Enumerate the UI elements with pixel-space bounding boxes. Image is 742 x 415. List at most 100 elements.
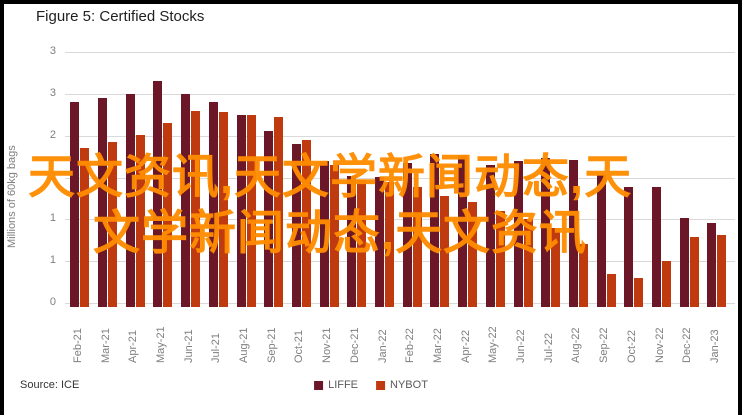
- y-tick-label: 2: [49, 128, 56, 141]
- bar-nybot-mar-22: [440, 195, 450, 307]
- bar-liffe-aug-21: [236, 114, 246, 307]
- bar-nybot-jan-23: [717, 235, 727, 307]
- legend-label-nybot: NYBOT: [390, 379, 428, 391]
- bar-nybot-nov-22: [662, 260, 672, 307]
- bar-liffe-jan-22: [375, 177, 385, 307]
- bar-nybot-dec-22: [689, 236, 699, 307]
- bar-liffe-mar-21: [98, 97, 108, 307]
- gridline: [65, 303, 735, 304]
- x-tick-label: Jun-21: [182, 329, 195, 363]
- bar-liffe-feb-22: [402, 163, 412, 307]
- x-tick-label: Jun-22: [515, 329, 528, 363]
- bar-nybot-dec-21: [357, 179, 367, 307]
- bar-liffe-oct-22: [624, 187, 634, 307]
- x-tick-label: Nov-21: [321, 327, 334, 363]
- x-tick-label: Apr-22: [459, 329, 472, 363]
- y-tick-label: 3: [49, 86, 56, 99]
- bar-liffe-feb-21: [70, 102, 80, 307]
- y-tick-label: 0: [49, 296, 56, 308]
- bar-nybot-feb-21: [80, 148, 90, 307]
- bar-liffe-oct-21: [291, 143, 301, 307]
- x-tick-label: Jan-23: [708, 329, 721, 363]
- x-tick-label: Dec-21: [348, 327, 361, 363]
- legend-label-liffe: LIFFE: [328, 379, 359, 391]
- y-tick-label: 1: [49, 254, 56, 267]
- frame-border-top: [0, 0, 742, 4]
- source-note: Source: ICE: [20, 379, 80, 391]
- legend-item-liffe: LIFFE: [314, 379, 358, 391]
- nybot-swatch-icon: [376, 380, 386, 390]
- bar-liffe-sep-21: [264, 131, 274, 307]
- gridline: [65, 177, 735, 179]
- gridline: [65, 52, 735, 53]
- bar-liffe-apr-21: [125, 93, 135, 307]
- bar-nybot-may-22: [495, 210, 505, 307]
- x-tick-label: May-22: [487, 326, 500, 363]
- bar-liffe-jun-22: [513, 161, 523, 307]
- bar-liffe-dec-21: [347, 175, 357, 307]
- bar-nybot-aug-21: [246, 114, 256, 307]
- bar-liffe-jul-22: [541, 158, 551, 307]
- bar-liffe-apr-22: [458, 154, 468, 307]
- frame-border-left: [0, 0, 4, 415]
- frame-border-right: [738, 0, 742, 415]
- x-tick-label: Dec-22: [681, 327, 694, 363]
- watermark-line-1: 天文资讯,天文学新闻动态,天: [28, 150, 633, 203]
- gridline: [65, 135, 735, 137]
- bar-nybot-may-21: [163, 122, 173, 307]
- x-tick-label: Jul-22: [542, 333, 555, 363]
- bar-nybot-jul-21: [218, 112, 228, 307]
- x-tick-label: Oct-22: [625, 329, 638, 363]
- x-tick-label: Apr-21: [127, 329, 140, 363]
- y-tick-label: 3: [49, 45, 56, 57]
- bar-nybot-apr-22: [468, 202, 478, 307]
- bar-nybot-sep-21: [274, 117, 284, 307]
- watermark-line-2: 文学新闻动态,天文资讯: [93, 206, 588, 259]
- y-tick-label: 2: [49, 170, 56, 183]
- bar-liffe-dec-22: [679, 218, 689, 307]
- x-tick-label: May-21: [154, 326, 167, 363]
- x-tick-label: Oct-21: [293, 329, 306, 363]
- bar-nybot-jan-22: [385, 181, 395, 307]
- x-tick-label: Aug-22: [570, 327, 583, 363]
- bar-nybot-oct-22: [634, 277, 644, 307]
- x-tick-label: Nov-22: [653, 327, 666, 363]
- legend: LIFFE NYBOT: [314, 379, 428, 391]
- gridline: [65, 261, 735, 263]
- x-tick-label: Sep-21: [265, 327, 278, 363]
- x-tick-label: Mar-21: [99, 328, 112, 363]
- bar-nybot-apr-21: [135, 134, 145, 307]
- bar-liffe-mar-22: [430, 153, 440, 307]
- bar-nybot-sep-22: [606, 273, 616, 307]
- bar-liffe-jan-23: [707, 223, 717, 307]
- x-tick-label: Sep-22: [598, 327, 611, 363]
- gridline: [65, 219, 735, 221]
- x-tick-label: Mar-22: [431, 328, 444, 363]
- bar-liffe-jun-21: [181, 93, 191, 307]
- bar-liffe-aug-22: [568, 159, 578, 307]
- bar-nybot-aug-22: [578, 244, 588, 307]
- chart-title: Figure 5: Certified Stocks: [36, 8, 205, 25]
- bar-liffe-may-21: [153, 81, 163, 307]
- gridline: [65, 93, 735, 95]
- bar-nybot-oct-21: [301, 139, 311, 307]
- bar-liffe-nov-22: [652, 186, 662, 307]
- legend-item-nybot: NYBOT: [376, 379, 428, 391]
- bar-nybot-jul-22: [551, 227, 561, 307]
- bar-liffe-sep-22: [596, 174, 606, 307]
- bar-liffe-jul-21: [208, 102, 218, 307]
- liffe-swatch-icon: [314, 380, 324, 390]
- bar-liffe-may-22: [485, 164, 495, 307]
- x-tick-label: Jan-22: [376, 329, 389, 363]
- bar-nybot-jun-22: [523, 219, 533, 307]
- y-tick-label: 1: [49, 212, 56, 225]
- bar-liffe-nov-21: [319, 160, 329, 307]
- x-tick-label: Feb-21: [71, 328, 84, 363]
- x-tick-label: Feb-22: [404, 328, 417, 363]
- bar-nybot-feb-22: [412, 187, 422, 307]
- bar-nybot-jun-21: [191, 111, 201, 307]
- bar-nybot-nov-21: [329, 164, 339, 307]
- x-tick-label: Jul-21: [210, 333, 223, 363]
